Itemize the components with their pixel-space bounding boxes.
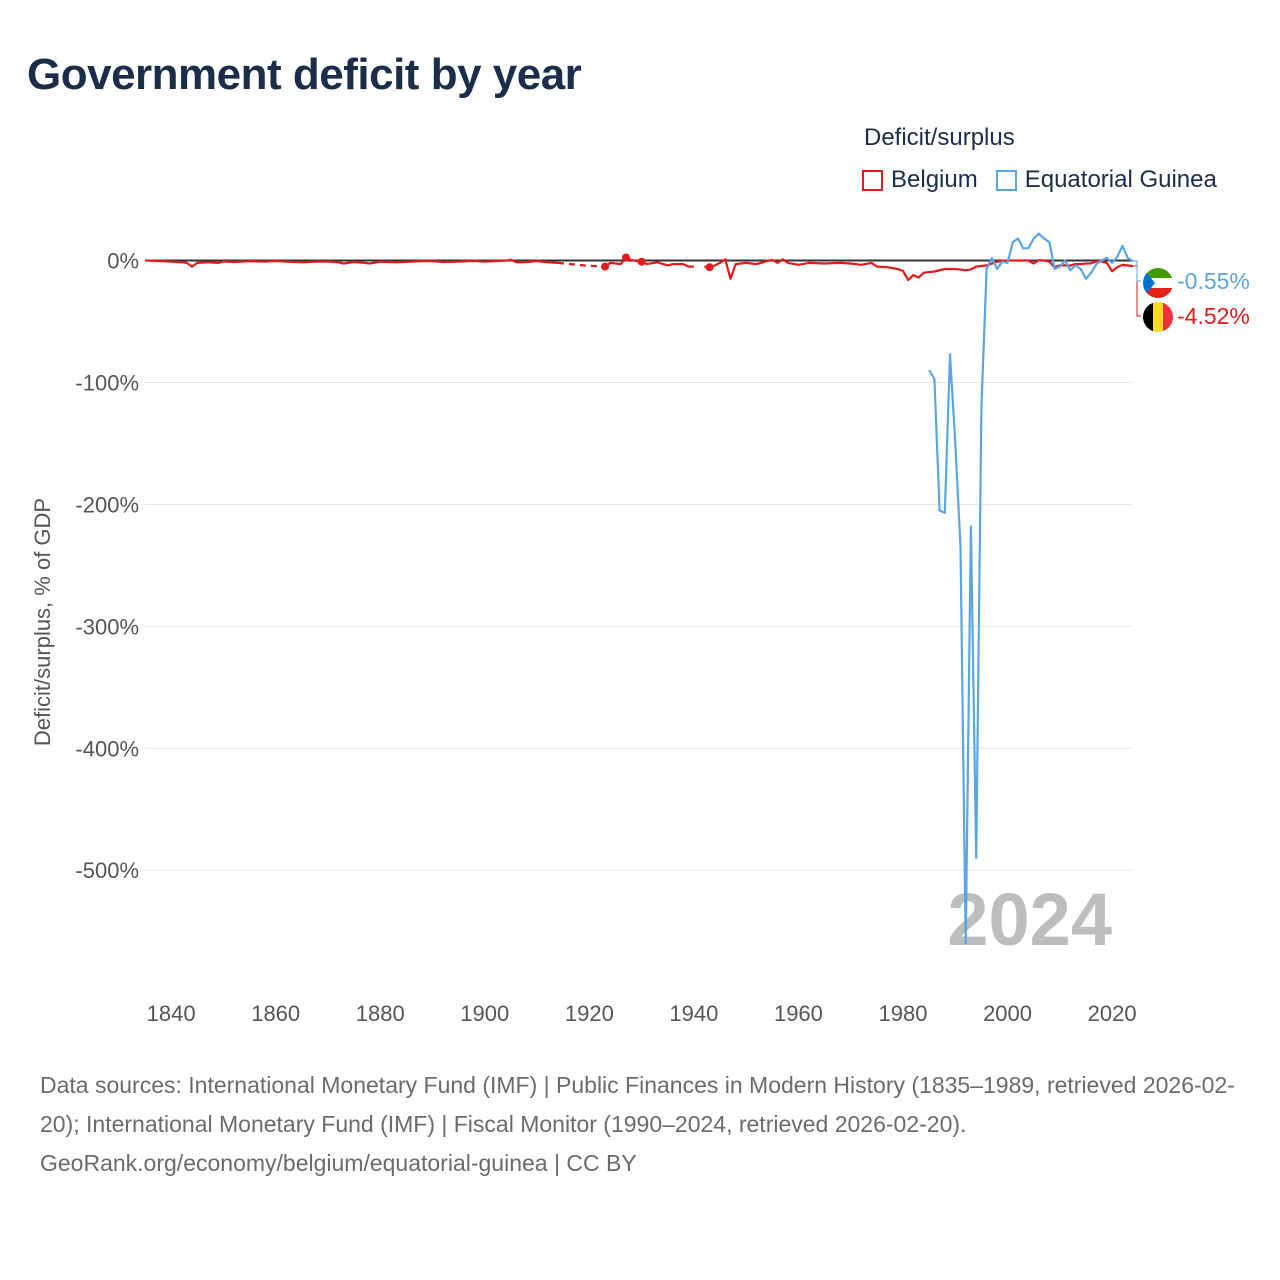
legend-item-equatorial-guinea[interactable]: Equatorial Guinea: [995, 166, 1217, 194]
x-tick-label: 1920: [565, 1001, 614, 1026]
x-tick-label: 1860: [251, 1001, 300, 1026]
equatorial-guinea-flag-icon: [1143, 268, 1173, 298]
legend-title: Deficit/surplus: [864, 124, 1015, 151]
belgium-series-line[interactable]: [704, 258, 1134, 282]
equatorial-guinea-end-connector: [1133, 260, 1141, 282]
legend-item-belgium[interactable]: Belgium: [862, 166, 978, 194]
y-tick-label: 0%: [107, 248, 139, 273]
x-tick-label: 1980: [879, 1001, 928, 1026]
belgium-end-connector: [1133, 265, 1141, 317]
x-tick-label: 1940: [669, 1001, 718, 1026]
belgium-point[interactable]: [601, 262, 610, 271]
y-axis-title: Deficit/surplus, % of GDP: [30, 498, 55, 746]
legend-label-belgium: Belgium: [891, 166, 978, 193]
belgium-end-label: -4.52%: [1177, 303, 1250, 329]
belgium-point[interactable]: [705, 263, 714, 272]
chart-title: Government deficit by year: [27, 50, 582, 99]
legend-swatch-equatorial-guinea: [995, 169, 1017, 191]
y-tick-label: -300%: [75, 614, 139, 639]
x-tick-label: 1900: [460, 1001, 509, 1026]
x-tick-label: 2000: [983, 1001, 1032, 1026]
x-tick-label: 1960: [774, 1001, 823, 1026]
belgium-flag-icon: [1143, 302, 1173, 332]
belgium-point[interactable]: [621, 253, 630, 262]
y-tick-label: -500%: [75, 858, 139, 883]
equatorial-guinea-end-label: -0.55%: [1177, 268, 1250, 294]
equatorial-guinea-series-line[interactable]: [928, 232, 1134, 945]
belgium-series-line[interactable]: [641, 260, 694, 268]
x-tick-label: 2020: [1088, 1001, 1137, 1026]
y-tick-label: -200%: [75, 492, 139, 517]
y-tick-label: -400%: [75, 736, 139, 761]
data-sources-text: Data sources: International Monetary Fun…: [40, 1072, 1235, 1137]
x-tick-label: 1840: [147, 1001, 196, 1026]
x-tick-label: 1880: [356, 1001, 405, 1026]
legend-swatch-belgium: [862, 169, 883, 191]
belgium-point[interactable]: [637, 257, 646, 266]
legend-label-equatorial-guinea: Equatorial Guinea: [1024, 166, 1217, 193]
year-overlay: 2024: [947, 878, 1112, 961]
legend: Belgium Equatorial Guinea: [862, 166, 1235, 194]
credit-link[interactable]: GeoRank.org/economy/belgium/equatorial-g…: [40, 1150, 637, 1176]
belgium-series-line[interactable]: [144, 258, 559, 268]
belgium-series-line[interactable]: [604, 256, 642, 268]
footer: Data sources: International Monetary Fun…: [40, 1066, 1240, 1183]
belgium-series-line[interactable]: [557, 261, 606, 268]
y-tick-label: -100%: [75, 370, 139, 395]
